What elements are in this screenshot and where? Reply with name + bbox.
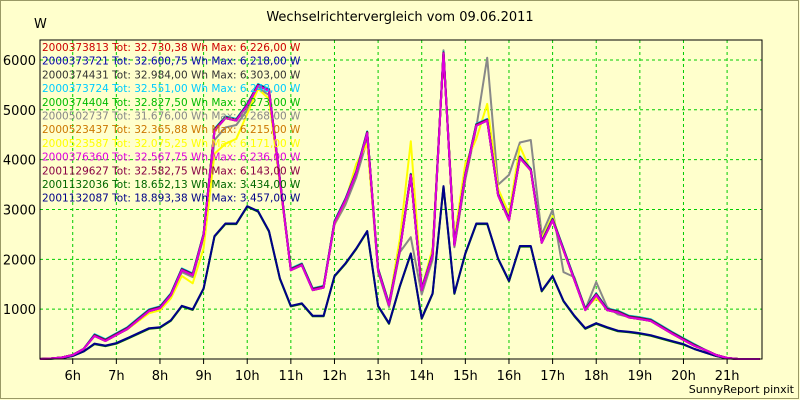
y-ticks: 1000 2000 3000 4000 5000 6000 xyxy=(3,54,36,318)
x-tick-label: 13h xyxy=(366,369,391,384)
legend-entry-5: 2000502737 Tot: 31.676,00 Wh Max: 6.268,… xyxy=(42,111,301,123)
x-tick-label: 8h xyxy=(152,369,169,384)
x-tick-label: 19h xyxy=(627,369,652,384)
legend: 2000373813 Tot: 32.730,38 Wh Max: 6.226,… xyxy=(42,42,301,205)
legend-entry-11: 2001132087 Tot: 18.893,38 Wh Max: 3.457,… xyxy=(42,193,301,205)
x-tick-label: 7h xyxy=(108,369,125,384)
x-tick-label: 18h xyxy=(584,369,609,384)
y-tick-label: 6000 xyxy=(3,54,36,69)
y-tick-label: 1000 xyxy=(3,303,36,318)
legend-entry-2: 2000374431 Tot: 32.984,00 Wh Max: 6.303,… xyxy=(42,69,301,81)
chart-title: Wechselrichtervergleich vom 09.06.2011 xyxy=(266,10,534,25)
x-tick-label: 17h xyxy=(540,369,565,384)
x-tick-label: 14h xyxy=(409,369,434,384)
legend-entry-10: 2001132036 Tot: 18.652,13 Wh Max: 3.434,… xyxy=(42,179,301,191)
x-tick-label: 20h xyxy=(671,369,696,384)
x-tick-label: 9h xyxy=(195,369,212,384)
legend-entry-4: 2000374404 Tot: 32.827,50 Wh Max: 6.273,… xyxy=(42,97,301,109)
series-line-10 xyxy=(39,185,760,360)
legend-entry-8: 2000376360 Tot: 32.567,75 Wh Max: 6.236,… xyxy=(42,152,301,164)
series-line-8 xyxy=(39,52,760,360)
legend-entry-0: 2000373813 Tot: 32.730,38 Wh Max: 6.226,… xyxy=(42,42,301,54)
x-tick-label: 16h xyxy=(497,369,522,384)
x-ticks: 6h 7h 8h 9h 10h 11h 12h 13h 14h 15h 16h 17h 18h 19h 20… xyxy=(64,359,739,384)
legend-entry-3: 2000373724 Tot: 32.551,00 Wh Max: 6.248,… xyxy=(42,83,301,95)
y-tick-label: 3000 xyxy=(3,203,36,218)
series-line-11 xyxy=(39,185,760,360)
x-tick-label: 11h xyxy=(278,369,303,384)
x-tick-label: 10h xyxy=(235,369,260,384)
legend-entry-6: 2000523437 Tot: 32.365,88 Wh Max: 6.215,… xyxy=(42,124,301,136)
footer-credit: SunnyReport pinxit xyxy=(688,383,794,396)
y-tick-label: 2000 xyxy=(3,253,36,268)
x-tick-label: 12h xyxy=(322,369,347,384)
x-tick-label: 6h xyxy=(64,369,81,384)
x-tick-label: 21h xyxy=(715,369,740,384)
legend-entry-7: 2000523587 Tot: 32.075,25 Wh Max: 6.171,… xyxy=(42,138,301,150)
x-tick-label: 15h xyxy=(453,369,478,384)
y-tick-label: 4000 xyxy=(3,154,36,169)
y-axis-unit: W xyxy=(34,17,47,32)
plot-border xyxy=(39,39,763,360)
legend-entry-1: 2000373721 Tot: 32.600,75 Wh Max: 6.218,… xyxy=(42,56,301,68)
series-lines xyxy=(39,49,760,360)
y-tick-label: 5000 xyxy=(3,104,36,119)
legend-entry-9: 2001129627 Tot: 32.582,75 Wh Max: 6.143,… xyxy=(42,165,301,177)
